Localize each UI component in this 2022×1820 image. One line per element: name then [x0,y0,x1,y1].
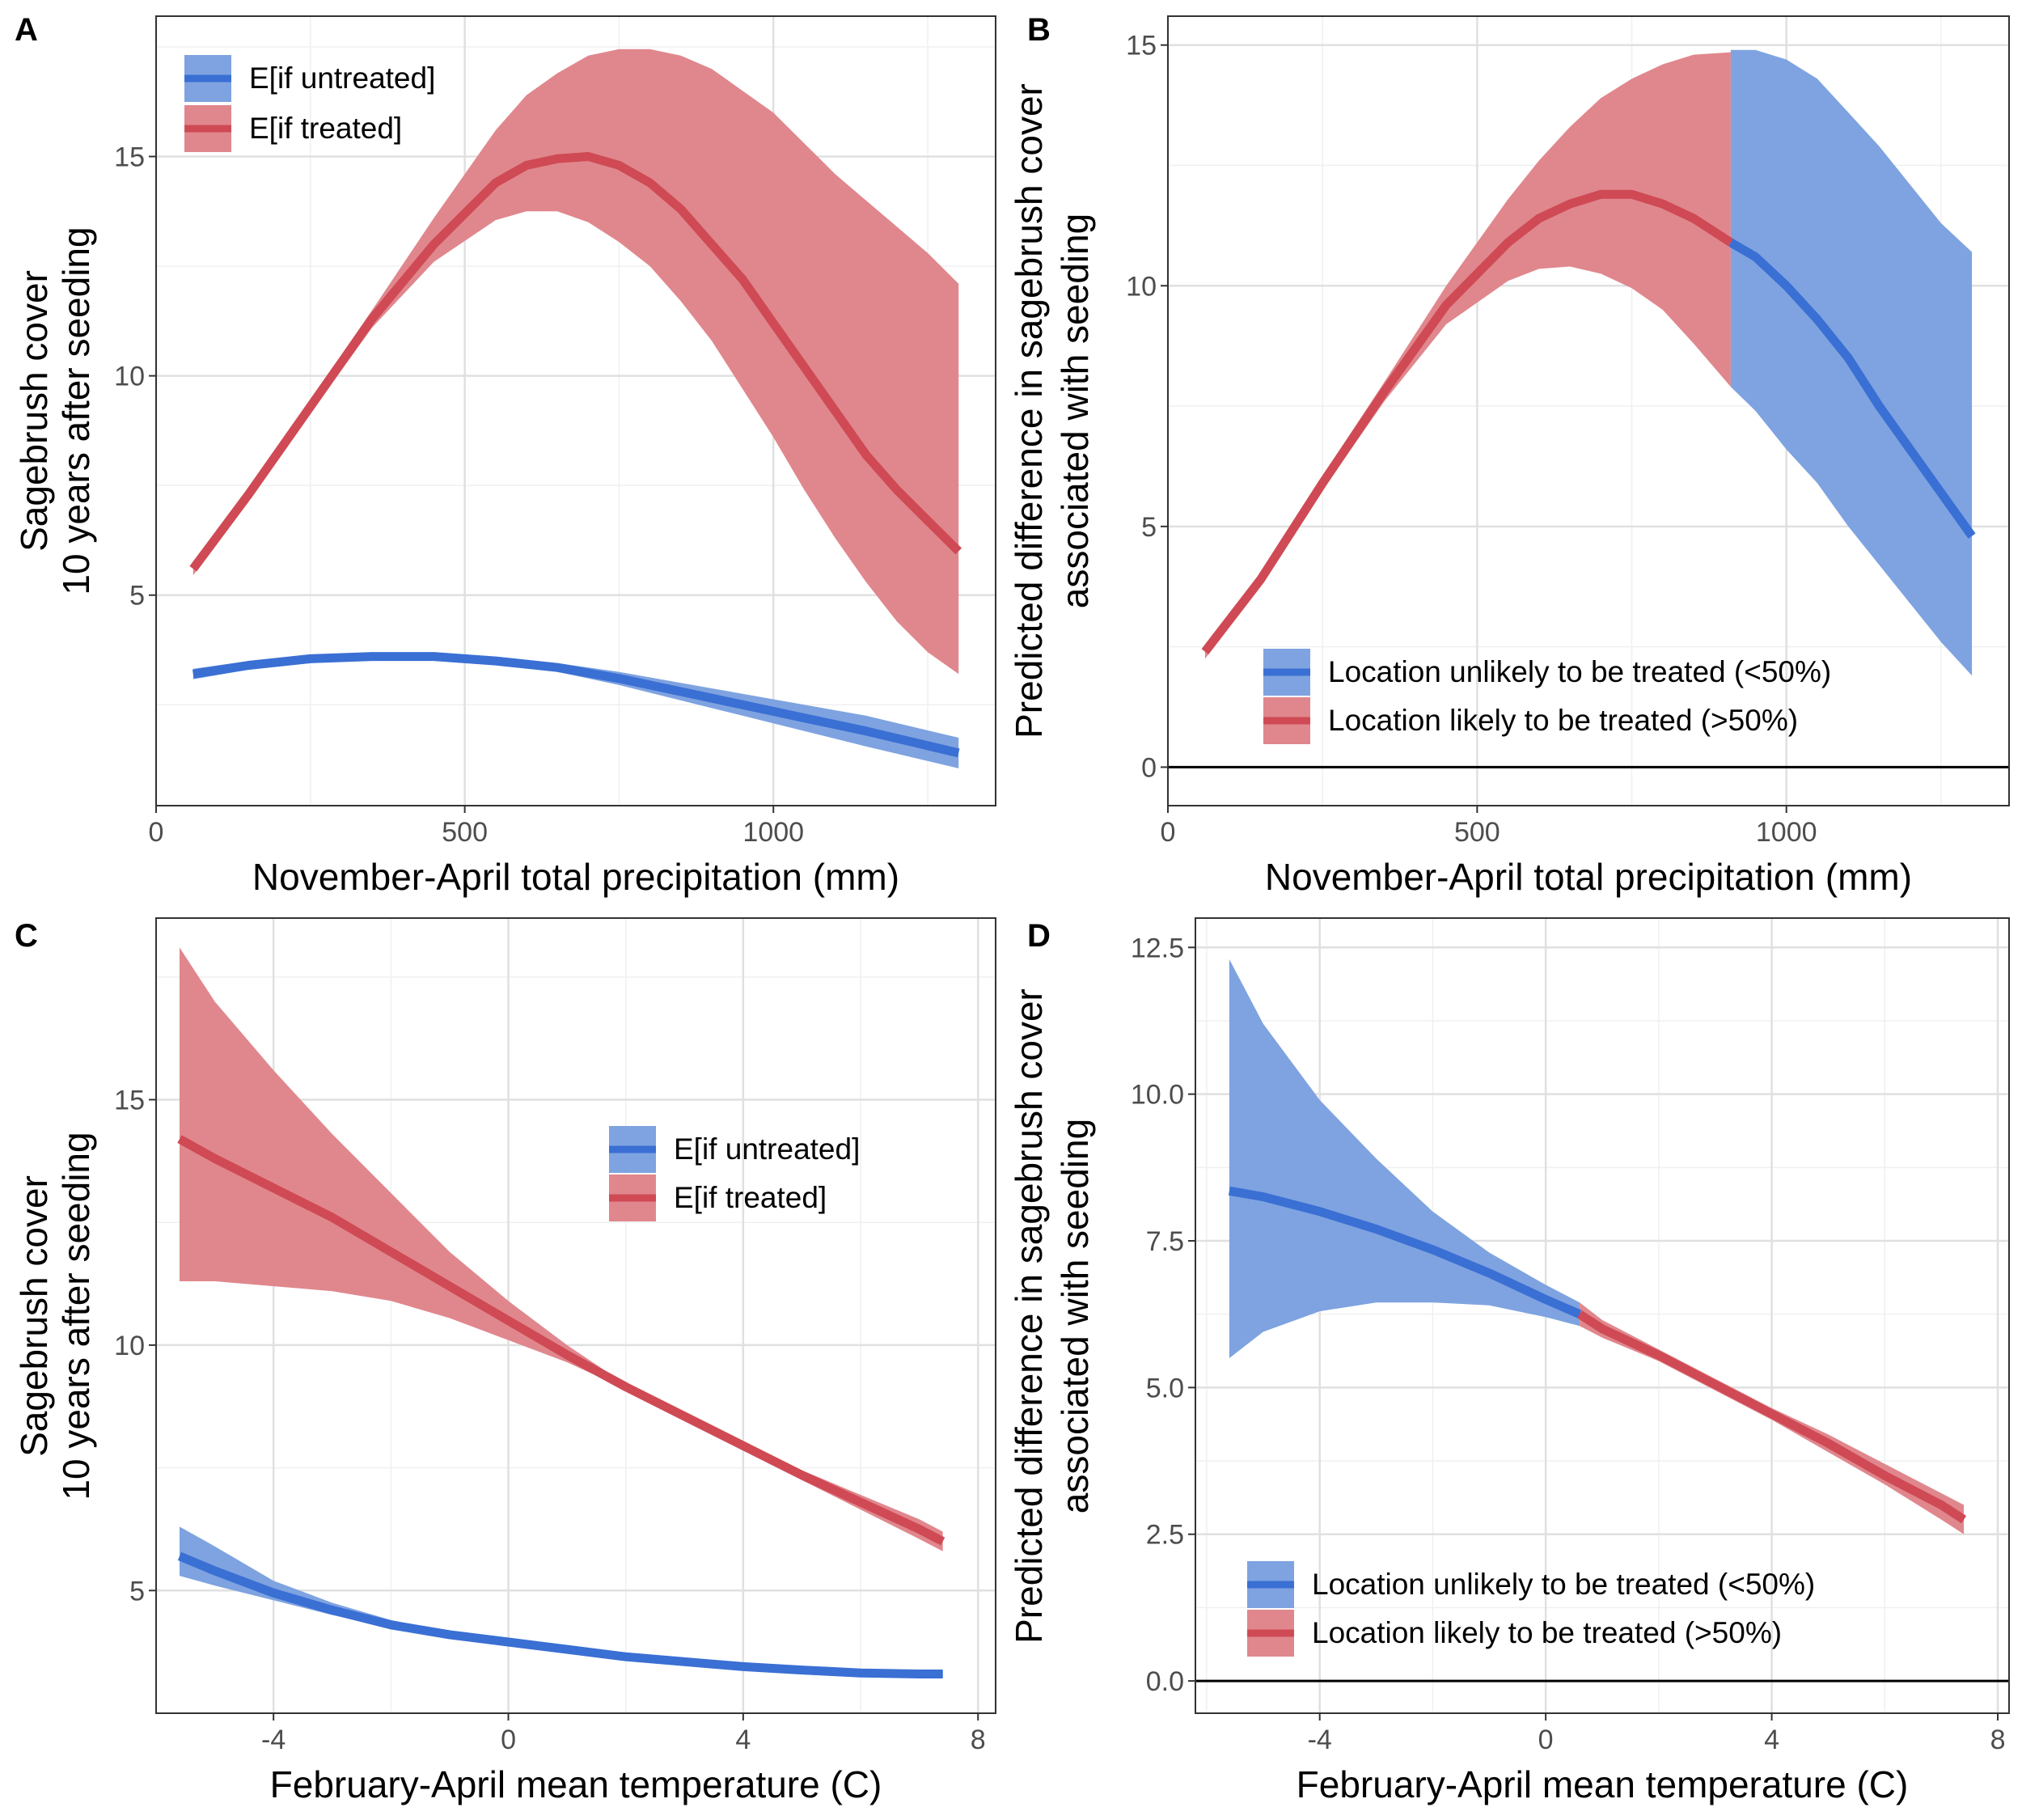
legend: Location unlikely to be treated (<50%) Lo… [1263,649,1831,744]
panel-letter: A [15,12,38,48]
series-line-red [177,1135,945,1546]
legend-label: Location unlikely to be treated (<50%) [1312,1568,1815,1601]
y-axis-title: 10 years after seeding [55,1132,97,1500]
legend-label: E[if treated] [249,112,402,145]
x-tick-label: 4 [735,1725,751,1755]
y-tick-label: 10 [1126,271,1157,302]
y-axis-title: Predicted difference in sagebrush cover [1008,988,1050,1644]
x-tick-label: 0 [1538,1725,1554,1755]
y-tick-label: 12.5 [1131,933,1184,963]
x-axis-title: February-April mean temperature (C) [270,1763,882,1805]
legend: Location unlikely to be treated (<50%) Lo… [1247,1561,1815,1657]
legend-label: Location unlikely to be treated (<50%) [1328,655,1831,688]
legend-label: Location likely to be treated (>50%) [1312,1616,1782,1649]
y-tick-label: 5 [129,581,145,612]
x-tick-label: 1000 [742,817,804,848]
y-axis-title: Sagebrush cover [13,270,55,552]
panel-b: 0 500 1000 0 5 10 15 November-April total preci… [1008,12,2010,898]
legend-label: E[if untreated] [249,61,435,95]
x-axis-title: February-April mean temperature (C) [1297,1763,1909,1805]
legend-label: E[if untreated] [674,1132,860,1166]
x-tick-label: 500 [1454,817,1500,848]
plot-frame [1195,917,2010,1714]
y-tick-label: 0.0 [1146,1666,1184,1697]
x-tick-label: 0 [1161,817,1176,848]
y-tick-label: 15 [114,1086,145,1116]
series-line-red [189,152,962,572]
y-axis-title: 10 years after seeding [55,226,97,595]
plot-background [1195,918,2009,1713]
series-line-blue [177,1551,943,1678]
y-tick-label: 5 [129,1576,145,1606]
series-line-blue [192,652,960,758]
y-axis-title: Predicted difference in sagebrush cover [1008,83,1050,739]
x-tick-label: 0 [149,817,164,848]
y-axis-title: associated with seeding [1054,214,1096,608]
plot-frame [1167,15,2010,806]
confidence-band-red [1204,52,1731,659]
confidence-band-red [180,947,943,1551]
legend: E[if untreated] E[if treated] [609,1126,860,1221]
panel-letter: B [1027,12,1051,48]
legend-label: Location likely to be treated (>50%) [1328,704,1798,737]
legend-label: E[if treated] [674,1181,827,1214]
y-tick-label: 15 [114,142,145,173]
panel-c: -4 0 4 8 5 10 15 February-April mean temperatur… [13,917,996,1805]
series-line-blue [1228,1186,1582,1318]
series-line-red [1201,189,1733,654]
x-tick-label: -4 [1308,1725,1332,1755]
x-axis-title: November-April total precipitation (mm) [252,856,899,898]
series-line-red [1577,1310,1967,1524]
y-tick-label: 10 [114,1331,145,1361]
confidence-band-red [192,49,959,675]
y-tick-label: 5.0 [1146,1373,1184,1403]
plot-frame [155,15,996,806]
y-tick-label: 15 [1126,31,1157,61]
plot-background [156,918,996,1713]
panel-a: 0 500 1000 5 10 15 November-April total precip… [13,12,996,898]
panel-letter: D [1027,918,1051,954]
y-tick-label: 7.5 [1146,1226,1184,1257]
y-axis-title: Sagebrush cover [13,1175,55,1457]
y-tick-label: 10 [114,362,145,392]
plot-frame [155,917,996,1714]
panel-letter: C [15,918,38,954]
x-tick-label: 8 [1990,1725,2006,1755]
x-tick-label: 0 [501,1725,516,1755]
y-tick-label: 2.5 [1146,1520,1184,1551]
x-tick-label: 1000 [1756,817,1817,848]
x-tick-label: 4 [1764,1725,1779,1755]
panel-d: -4 0 4 8 0.0 2.5 5.0 7.5 10.0 12.5 February-April … [1008,917,2010,1805]
x-tick-label: 500 [442,817,488,848]
confidence-band-blue [1229,959,1580,1359]
x-tick-label: 8 [971,1725,986,1755]
legend: E[if untreated] E[if treated] [184,55,435,152]
x-tick-label: -4 [261,1725,286,1755]
y-tick-label: 10.0 [1131,1080,1184,1111]
y-axis-title: associated with seeding [1054,1119,1096,1513]
y-tick-label: 5 [1141,512,1157,543]
series-line-blue [1728,238,1976,539]
y-tick-label: 0 [1141,752,1157,783]
x-axis-title: November-April total precipitation (mm) [1265,856,1912,898]
